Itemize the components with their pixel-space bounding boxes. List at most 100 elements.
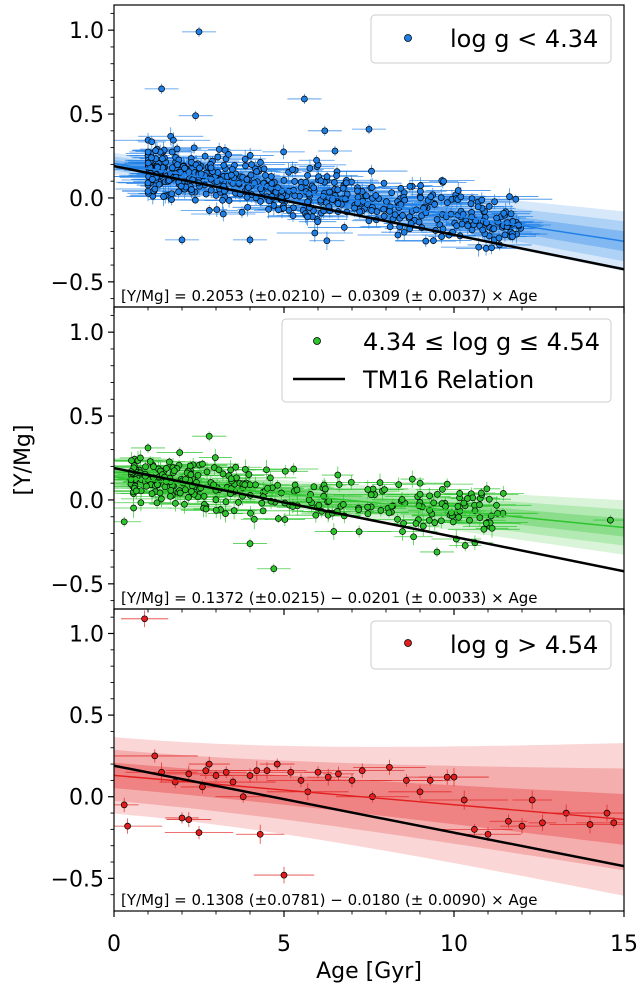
data-point: [383, 198, 390, 205]
data-point: [241, 466, 249, 473]
data-point: [333, 172, 340, 179]
data-point: [401, 196, 409, 204]
data-points-top: [114, 26, 553, 257]
data-point: [358, 767, 366, 774]
data-point: [457, 193, 465, 201]
data-point: [124, 822, 131, 830]
data-point: [603, 809, 611, 817]
data-point: [488, 244, 495, 252]
data-point: [297, 184, 305, 191]
data-point: [229, 778, 237, 786]
data-point: [154, 481, 161, 488]
data-point: [367, 491, 375, 499]
data-point: [351, 204, 358, 212]
data-point: [152, 147, 159, 154]
data-point: [291, 192, 299, 199]
equation-bottom: [Y/Mg] = 0.1308 (±0.0781) − 0.0180 (± 0.…: [121, 891, 538, 909]
data-point: [275, 206, 282, 214]
data-point: [482, 245, 490, 252]
data-point: [443, 199, 451, 207]
data-point: [412, 520, 420, 527]
data-point: [493, 501, 500, 509]
data-point: [166, 458, 173, 466]
data-point: [355, 528, 363, 535]
data-point: [485, 203, 493, 210]
y-tick-label: 1.0: [69, 19, 104, 44]
data-point: [456, 490, 464, 497]
data-point: [364, 486, 372, 493]
data-point: [239, 793, 247, 801]
data-point: [222, 510, 229, 517]
data-point: [289, 212, 297, 219]
data-point: [501, 231, 509, 239]
data-point: [399, 212, 406, 219]
data-point: [246, 540, 254, 547]
data-point: [380, 179, 388, 187]
data-point: [430, 499, 438, 507]
data-point: [437, 194, 445, 201]
data-point: [399, 528, 406, 535]
data-point: [454, 503, 462, 510]
data-point: [188, 186, 195, 193]
data-point: [400, 228, 408, 236]
data-point: [214, 169, 222, 176]
y-tick-label: 1.0: [69, 321, 104, 346]
tm16-relation-line: [114, 164, 624, 271]
data-point: [196, 164, 203, 172]
data-point: [331, 147, 339, 155]
data-point: [431, 201, 438, 208]
data-point: [398, 496, 406, 503]
data-point: [158, 495, 165, 503]
data-point: [395, 481, 403, 488]
data-point: [146, 458, 154, 465]
data-point: [339, 501, 347, 508]
data-point: [439, 485, 446, 493]
data-point: [460, 499, 468, 507]
data-point: [416, 479, 424, 487]
data-point: [323, 173, 331, 180]
data-point: [148, 154, 155, 162]
data-point: [280, 871, 288, 879]
data-point: [212, 496, 220, 503]
data-point: [163, 465, 170, 472]
data-points-middle: [114, 431, 624, 574]
x-tick-label: 15: [610, 932, 638, 957]
data-point: [155, 180, 163, 188]
data-point: [172, 499, 179, 507]
data-point: [380, 212, 388, 220]
data-point: [221, 146, 229, 154]
data-point: [377, 507, 385, 514]
equation-top: [Y/Mg] = 0.2053 (±0.0210) − 0.0309 (± 0.…: [121, 287, 538, 305]
data-point: [253, 767, 261, 774]
data-point: [247, 171, 255, 179]
data-point: [500, 209, 508, 217]
data-point: [440, 177, 447, 185]
plot-area-top: [114, 26, 624, 272]
x-axis: 0 5 10 15: [107, 932, 638, 957]
data-point: [141, 615, 148, 623]
data-point: [394, 231, 402, 239]
data-point: [442, 503, 449, 510]
data-point: [222, 498, 230, 506]
data-point: [228, 165, 236, 173]
x-tick-label: 10: [440, 932, 468, 957]
data-point: [149, 175, 156, 183]
data-point: [246, 236, 254, 244]
data-point: [311, 229, 319, 237]
data-point: [335, 481, 343, 488]
data-point: [176, 449, 184, 456]
data-point: [203, 468, 211, 476]
data-point: [250, 515, 258, 523]
data-point: [506, 193, 513, 200]
legend-box-top: [370, 14, 612, 64]
data-point: [130, 504, 137, 512]
data-point: [464, 495, 471, 502]
data-point: [410, 533, 417, 541]
data-point: [207, 164, 215, 172]
data-point: [144, 444, 152, 452]
y-tick-label: −0.5: [51, 573, 104, 598]
data-point: [454, 187, 462, 194]
data-point: [273, 760, 281, 768]
data-point: [168, 190, 176, 198]
data-point: [394, 515, 401, 523]
